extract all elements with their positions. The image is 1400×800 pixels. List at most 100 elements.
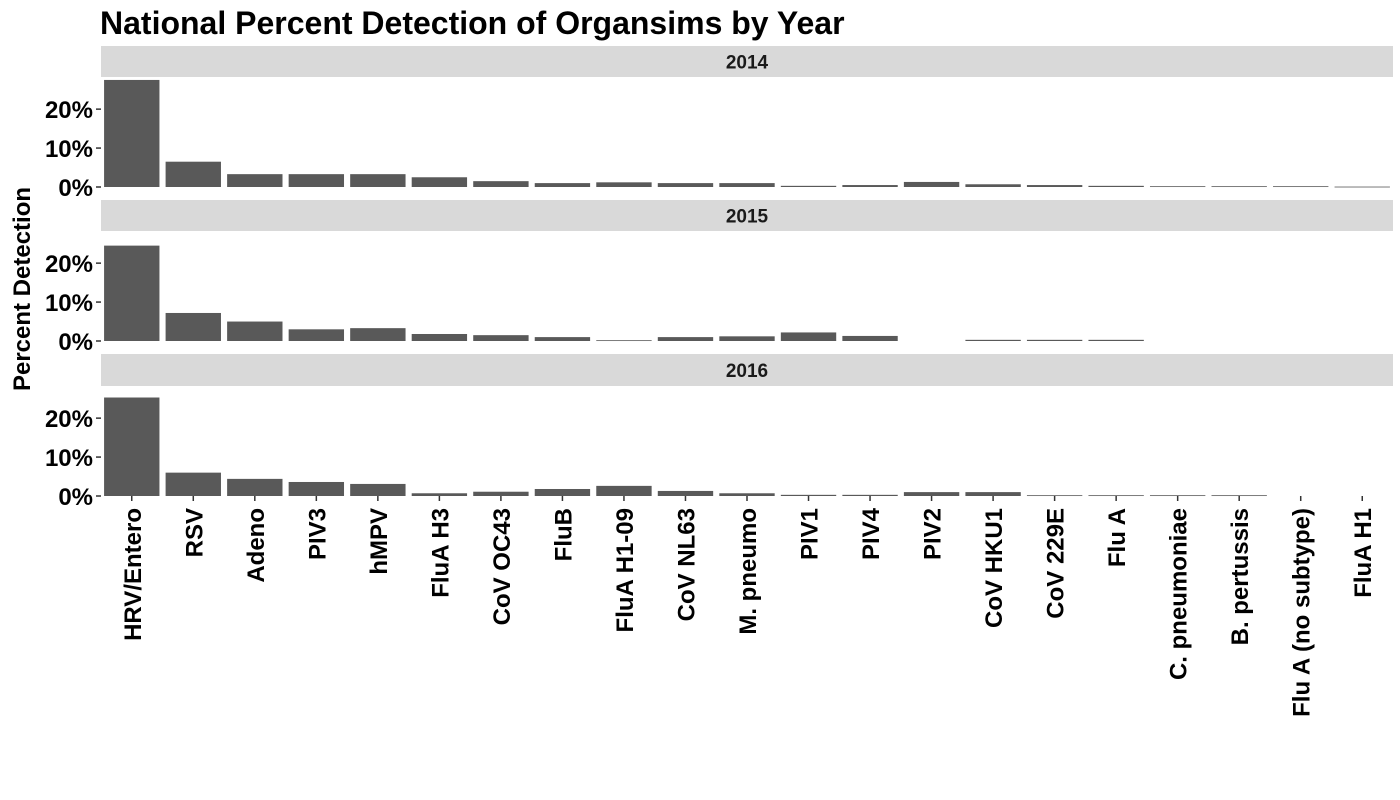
bar-2016-1	[165, 472, 221, 496]
y-tick-label: 20%	[45, 406, 93, 433]
bar-2016-6	[473, 491, 529, 496]
bar-2014-14	[965, 184, 1021, 187]
bar-2016-10	[719, 493, 775, 496]
x-tick-label: CoV NL63	[673, 508, 700, 621]
bar-2015-9	[657, 337, 714, 341]
bar-2016-18	[1211, 495, 1267, 497]
bar-2015-15	[1026, 339, 1083, 341]
x-tick-label: Adeno	[243, 508, 270, 583]
bar-2015-0	[104, 245, 160, 341]
bar-2014-8	[596, 182, 652, 187]
x-tick-label: CoV 229E	[1043, 508, 1070, 619]
bar-2015-8	[596, 340, 652, 342]
bar-2014-6	[473, 181, 529, 187]
facet-panel-2016: 2016 0% 10% 20%	[45, 354, 1393, 511]
bar-2014-7	[534, 183, 591, 187]
bar-2014-11	[780, 185, 837, 187]
facet-panel-2014: 2014 0% 10% 20%	[45, 46, 1393, 202]
x-axis: HRV/Entero RSV Adeno PIV3 hMPV FluA H3 CoV OC4…	[120, 496, 1377, 717]
facet-strip	[101, 354, 1393, 386]
bar-2015-16	[1088, 339, 1144, 341]
bar-2014-0	[104, 79, 160, 187]
bar-2015-6	[473, 335, 529, 341]
bar-2015-14	[965, 339, 1021, 341]
bar-2015-1	[165, 312, 221, 341]
bar-2015-2	[227, 321, 283, 341]
bar-2016-15	[1026, 495, 1083, 497]
chart-title: National Percent Detection of Organsims …	[100, 5, 845, 41]
bar-2016-9	[657, 490, 714, 496]
bar-2014-10	[719, 183, 775, 187]
y-tick-label: 20%	[45, 97, 93, 124]
facet-strip-label: 2016	[726, 361, 768, 382]
bar-2016-8	[596, 485, 652, 496]
bar-2014-4	[350, 174, 406, 187]
bar-2014-2	[227, 174, 283, 187]
bar-2014-5	[411, 177, 468, 187]
bar-2015-7	[534, 337, 591, 341]
bar-2014-13	[903, 181, 960, 187]
facet-panels: 2014 0% 10% 20% 2015 0% 10% 20% 2016 0% 10% 20%	[45, 46, 1393, 511]
bar-2014-1	[165, 161, 221, 187]
facet-strip-label: 2015	[726, 207, 769, 228]
bar-2015-10	[719, 336, 775, 341]
bar-2014-18	[1211, 186, 1267, 188]
x-tick-label: CoV OC43	[489, 508, 516, 625]
bar-2015-4	[350, 328, 406, 341]
bar-2015-3	[288, 329, 345, 341]
bar-2014-16	[1088, 185, 1144, 187]
bar-2016-13	[903, 492, 960, 496]
x-tick-label: PIV1	[797, 508, 824, 560]
facet-strip	[101, 200, 1393, 231]
x-tick-label: M. pneumo	[735, 508, 762, 635]
bar-2014-15	[1026, 185, 1083, 187]
bar-2016-17	[1149, 495, 1206, 497]
bar-2014-20	[1334, 186, 1390, 188]
x-tick-label: RSV	[181, 508, 208, 557]
x-tick-label: PIV3	[304, 508, 331, 560]
x-tick-label: PIV2	[920, 508, 947, 560]
y-tick-label: 10%	[45, 136, 93, 163]
bar-2016-5	[411, 493, 468, 496]
x-tick-label: FluA H1	[1350, 508, 1377, 598]
bar-2014-19	[1273, 186, 1329, 188]
y-tick-label: 10%	[45, 290, 93, 317]
y-tick-label: 0%	[58, 484, 93, 511]
bar-2016-12	[842, 494, 898, 496]
bar-2016-3	[288, 481, 345, 496]
y-tick-label: 20%	[45, 251, 93, 278]
x-tick-label: CoV HKU1	[981, 508, 1008, 628]
facet-strip-label: 2014	[726, 53, 769, 74]
y-tick-label: 0%	[58, 329, 93, 356]
facet-strip	[101, 46, 1393, 77]
y-tick-label: 10%	[45, 445, 93, 472]
bar-2016-11	[780, 494, 837, 496]
x-tick-label: Flu A (no subtype)	[1289, 508, 1316, 717]
x-tick-label: HRV/Entero	[120, 508, 147, 641]
y-axis-label: Percent Detection	[9, 187, 36, 391]
y-tick-label: 0%	[58, 175, 93, 202]
facet-panel-2015: 2015 0% 10% 20%	[45, 200, 1393, 356]
bar-2016-7	[534, 488, 591, 496]
x-tick-label: FluA H3	[427, 508, 454, 598]
x-tick-label: PIV4	[858, 507, 885, 560]
bar-2014-9	[657, 183, 714, 187]
x-tick-label: FluA H1-09	[612, 508, 639, 632]
bar-2015-5	[411, 333, 468, 341]
bar-2016-16	[1088, 495, 1144, 497]
x-tick-label: FluB	[550, 508, 577, 561]
bar-2014-12	[842, 185, 898, 187]
bar-2016-0	[104, 397, 160, 496]
bar-2016-4	[350, 483, 406, 496]
x-tick-label: Flu A	[1104, 508, 1131, 567]
bar-2015-11	[780, 332, 837, 341]
bar-2016-2	[227, 478, 283, 496]
bar-2016-14	[965, 492, 1021, 496]
bar-2015-12	[842, 335, 898, 341]
bar-2014-3	[288, 174, 345, 187]
x-tick-label: hMPV	[366, 508, 393, 575]
x-tick-label: C. pneumoniae	[1166, 508, 1193, 680]
bar-2014-17	[1149, 186, 1206, 188]
x-tick-label: B. pertussis	[1227, 508, 1254, 645]
